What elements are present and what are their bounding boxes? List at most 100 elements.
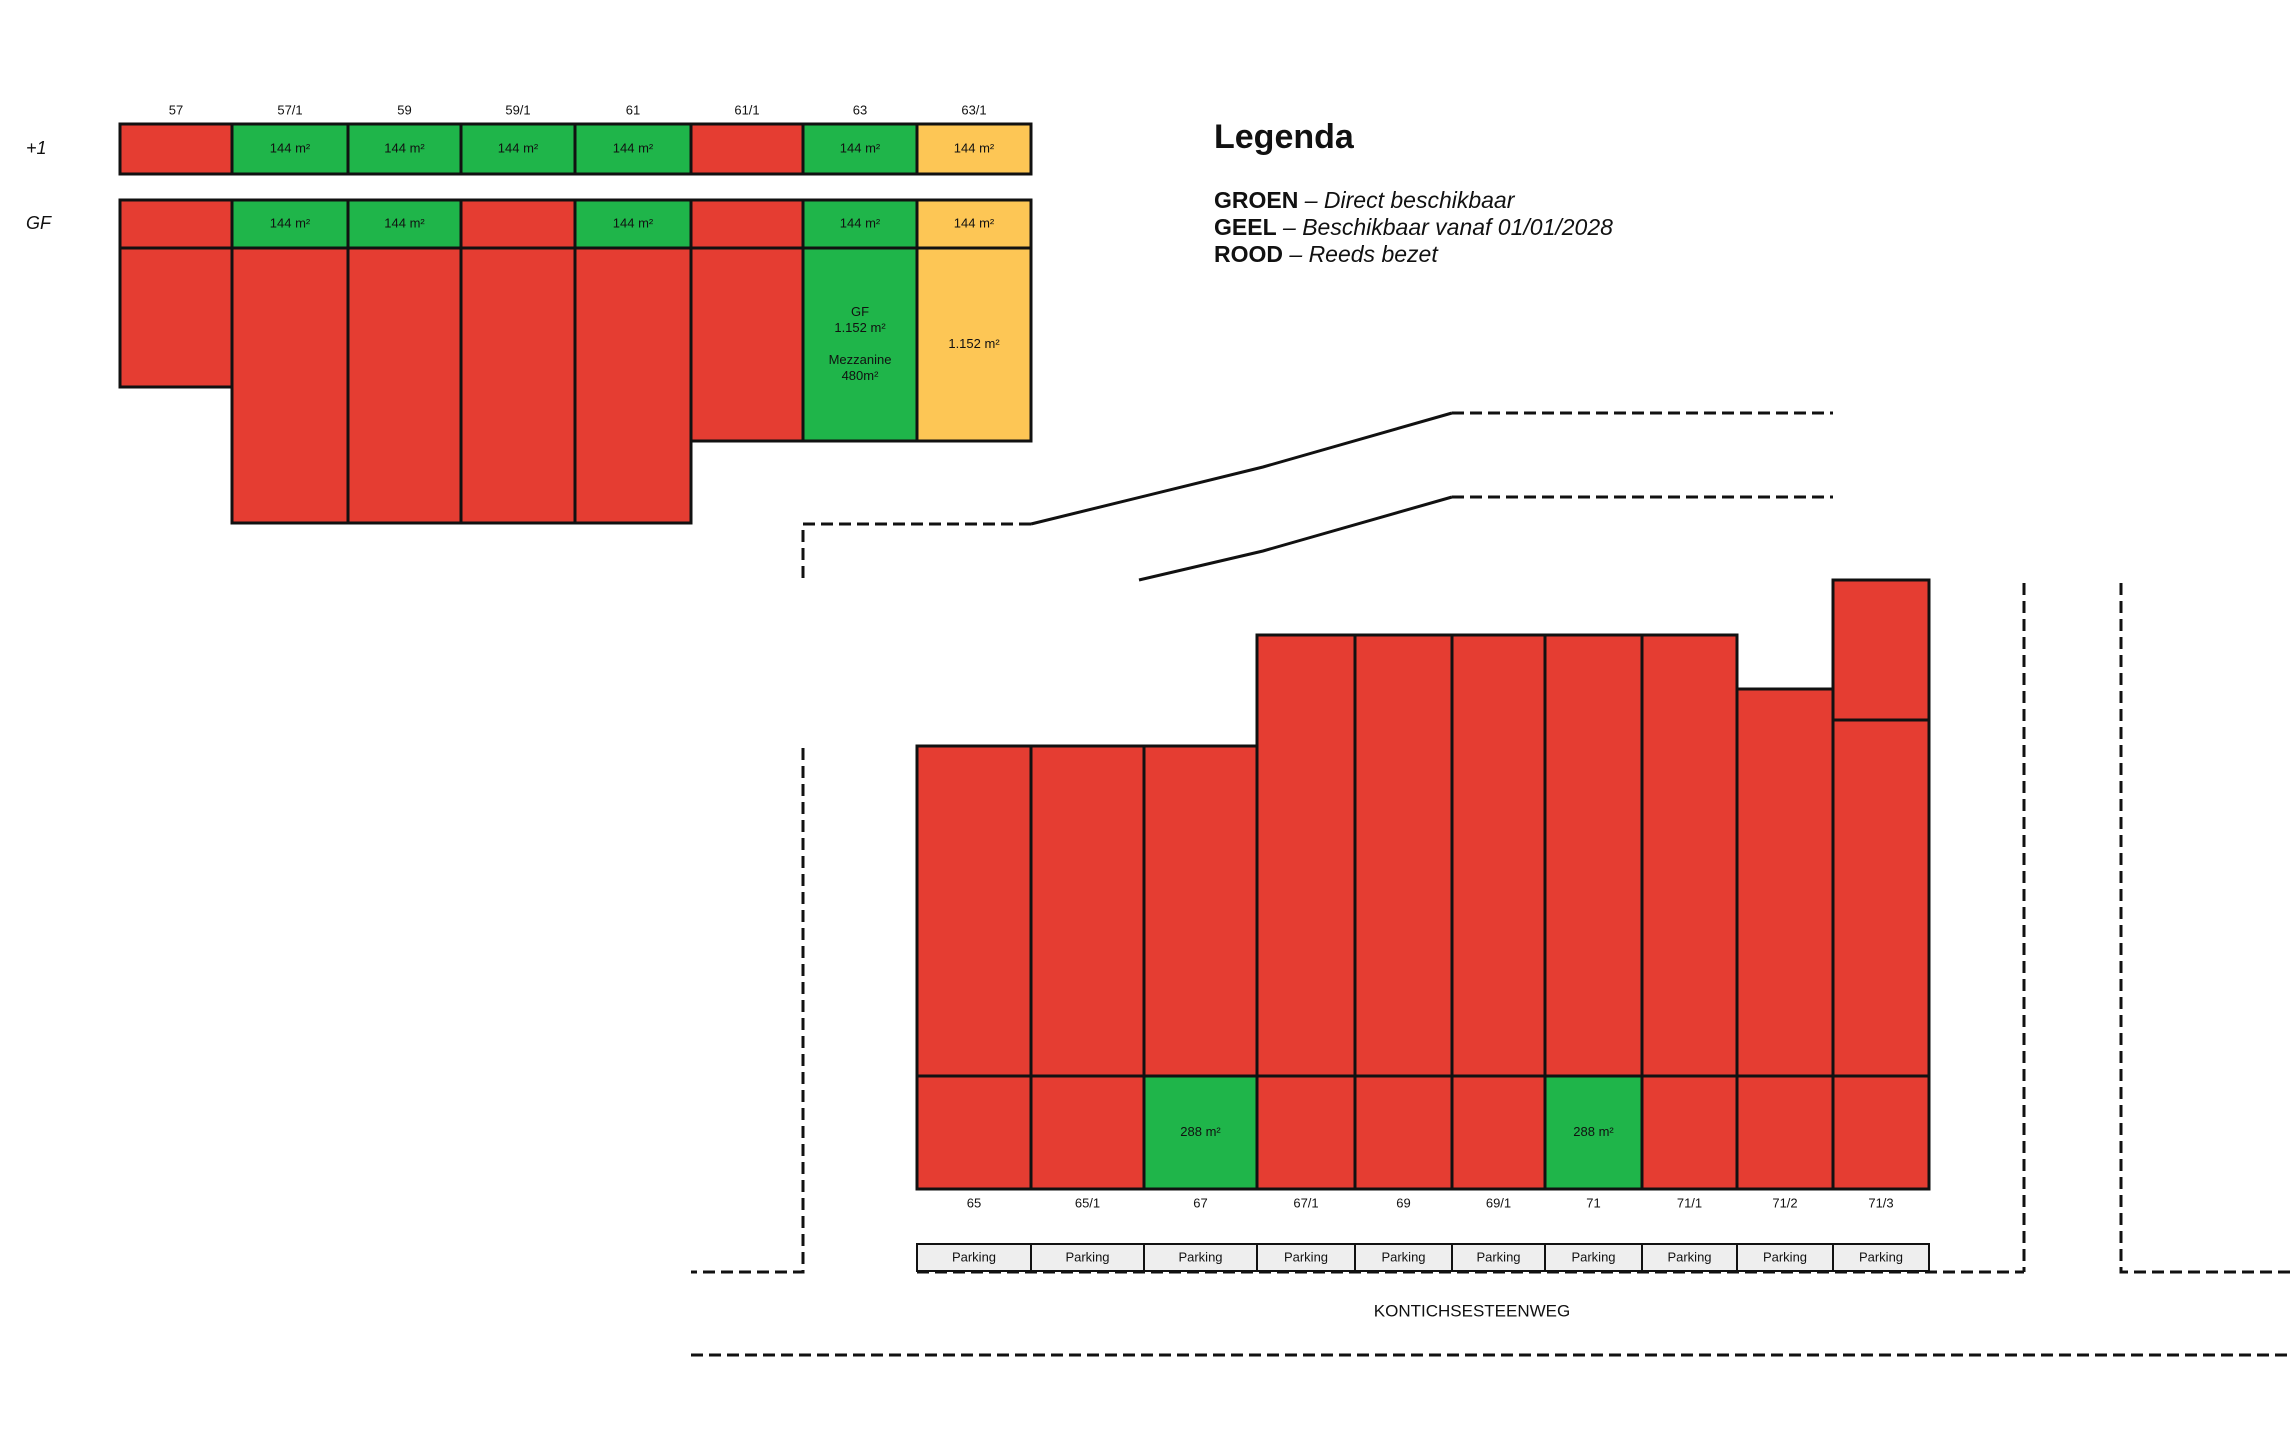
unit-cell xyxy=(573,122,693,176)
unit-cell xyxy=(1255,1074,1357,1191)
unit-cell xyxy=(459,246,577,525)
unit-number: 57 xyxy=(169,102,183,117)
street-name: KONTICHSESTEENWEG xyxy=(1374,1301,1570,1320)
parking-cell xyxy=(1641,1243,1738,1272)
parking-cell xyxy=(1451,1243,1546,1272)
unit-cell xyxy=(346,246,463,525)
legend-key: GROEN xyxy=(1214,187,1298,213)
floor-label: GF xyxy=(26,213,52,233)
cell-label: GF xyxy=(851,304,869,319)
unit-number: 71 xyxy=(1586,1195,1600,1210)
unit-cell xyxy=(915,198,1033,250)
unit-number: 61/1 xyxy=(734,102,759,117)
boundary xyxy=(1030,411,1453,526)
unit-cell xyxy=(1735,1074,1835,1191)
legend-item: GEEL – Beschikbaar vanaf 01/01/2028 xyxy=(1214,214,1613,240)
cell-label: 144 m² xyxy=(954,215,995,230)
unit-cell xyxy=(1640,633,1739,1078)
unit-cell xyxy=(1640,1074,1739,1191)
unit-number: 67 xyxy=(1193,1195,1207,1210)
unit-cell xyxy=(230,246,350,525)
unit-cell xyxy=(689,122,805,176)
unit-number: 65/1 xyxy=(1075,1195,1100,1210)
unit-cell xyxy=(230,122,350,176)
cell-label: 144 m² xyxy=(384,140,425,155)
unit-cell xyxy=(1450,1074,1547,1191)
unit-number: 63/1 xyxy=(961,102,986,117)
cell-label: 144 m² xyxy=(954,140,995,155)
cell-label: 144 m² xyxy=(613,140,654,155)
unit-cell xyxy=(689,198,805,250)
cell-label: 144 m² xyxy=(840,215,881,230)
unit-cell xyxy=(1735,687,1835,1078)
unit-cell xyxy=(1450,633,1547,1078)
parking-label: Parking xyxy=(1284,1249,1328,1264)
parking-cell xyxy=(1544,1243,1643,1272)
unit-cell xyxy=(573,246,693,525)
legend-text: – Reeds bezet xyxy=(1288,241,1439,267)
unit-cell xyxy=(459,198,577,250)
legend-item: ROOD – Reeds bezet xyxy=(1214,241,1439,267)
cell-label: 144 m² xyxy=(270,215,311,230)
unit-cell xyxy=(801,198,919,250)
parking-label: Parking xyxy=(1763,1249,1807,1264)
unit-number: 61 xyxy=(626,102,640,117)
parking-label: Parking xyxy=(1667,1249,1711,1264)
parking-label: Parking xyxy=(1476,1249,1520,1264)
parking-label: Parking xyxy=(1571,1249,1615,1264)
parking-label: Parking xyxy=(952,1249,996,1264)
legend-key: GEEL xyxy=(1214,214,1277,240)
cell-label: 288 m² xyxy=(1180,1124,1221,1139)
unit-number: 71/3 xyxy=(1868,1195,1893,1210)
unit-number: 59/1 xyxy=(505,102,530,117)
cell-label: 144 m² xyxy=(498,140,539,155)
cell-label: 144 m² xyxy=(270,140,311,155)
unit-cell xyxy=(1353,1074,1454,1191)
legend-item: GROEN – Direct beschikbaar xyxy=(1214,187,1516,213)
unit-number: 71/2 xyxy=(1772,1195,1797,1210)
unit-cell xyxy=(1543,633,1644,1078)
unit-cell xyxy=(915,1074,1033,1191)
legend-text: – Beschikbaar vanaf 01/01/2028 xyxy=(1282,214,1613,240)
unit-cell xyxy=(1831,1074,1931,1191)
unit-cell xyxy=(1142,744,1259,1078)
unit-number: 71/1 xyxy=(1677,1195,1702,1210)
floor-label: +1 xyxy=(26,138,47,158)
cell-label: 144 m² xyxy=(840,140,881,155)
unit-cell xyxy=(118,246,234,389)
parking-cell xyxy=(916,1243,1032,1272)
legend-title: Legenda xyxy=(1214,118,1355,156)
parking-label: Parking xyxy=(1065,1249,1109,1264)
cell-label: 144 m² xyxy=(613,215,654,230)
unit-number: 57/1 xyxy=(277,102,302,117)
cell-label: 144 m² xyxy=(384,215,425,230)
unit-cell xyxy=(118,198,234,250)
cell-label: 1.152 m² xyxy=(834,320,886,335)
unit-number: 67/1 xyxy=(1293,1195,1318,1210)
cell-label: 1.152 m² xyxy=(948,336,1000,351)
parking-cell xyxy=(1832,1243,1930,1272)
cell-label: 480m² xyxy=(842,368,880,383)
unit-cell xyxy=(1029,744,1146,1078)
parking-cell xyxy=(1354,1243,1453,1272)
unit-cell xyxy=(1255,633,1357,1078)
unit-cell xyxy=(689,246,805,443)
unit-number: 65 xyxy=(967,1195,981,1210)
parking-label: Parking xyxy=(1381,1249,1425,1264)
legend-key: ROOD xyxy=(1214,241,1283,267)
unit-cell xyxy=(1353,633,1454,1078)
cell-label: Mezzanine xyxy=(829,352,892,367)
unit-cell xyxy=(1831,718,1931,1078)
unit-cell xyxy=(459,122,577,176)
boundary xyxy=(1138,495,1453,582)
unit-cell xyxy=(801,246,919,443)
boundary xyxy=(2119,583,2290,1274)
boundary xyxy=(801,522,1031,578)
unit-number: 69 xyxy=(1396,1195,1410,1210)
boundary xyxy=(691,748,805,1274)
unit-cell xyxy=(118,122,234,176)
legend-text: – Direct beschikbaar xyxy=(1304,187,1516,213)
unit-cell xyxy=(346,122,463,176)
parking-label: Parking xyxy=(1178,1249,1222,1264)
